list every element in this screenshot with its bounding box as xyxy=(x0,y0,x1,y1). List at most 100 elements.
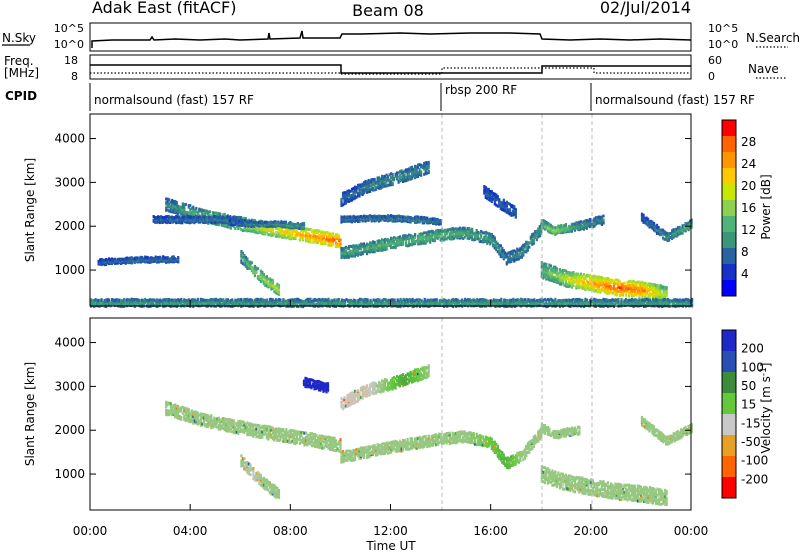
data-cell xyxy=(528,241,531,245)
data-cell xyxy=(654,289,658,293)
data-cell xyxy=(282,299,285,303)
data-cell xyxy=(615,287,619,291)
data-cell xyxy=(174,205,177,209)
data-cell xyxy=(191,216,194,220)
data-cell xyxy=(298,223,301,227)
data-cell xyxy=(603,290,607,294)
data-cell xyxy=(641,280,644,284)
data-cell xyxy=(238,219,241,223)
data-cell xyxy=(271,232,274,236)
data-cell xyxy=(172,203,175,206)
data-cell xyxy=(343,219,346,223)
data-cell xyxy=(105,303,108,307)
data-cell xyxy=(309,240,312,244)
data-cell xyxy=(376,245,379,249)
data-cell xyxy=(196,215,199,219)
data-cell xyxy=(180,206,183,210)
data-cell xyxy=(546,272,549,276)
data-cell xyxy=(438,230,441,234)
data-cell xyxy=(605,279,608,283)
data-cell xyxy=(289,221,292,224)
data-cell xyxy=(181,211,184,215)
data-cell xyxy=(112,260,115,264)
data-cell xyxy=(414,167,417,171)
data-cell xyxy=(274,227,277,231)
data-cell xyxy=(579,284,582,288)
data-cell xyxy=(573,275,576,279)
data-cell xyxy=(578,283,581,287)
data-cell xyxy=(560,223,563,227)
data-cell xyxy=(486,238,489,242)
data-cell xyxy=(144,301,147,305)
data-cell xyxy=(370,182,373,186)
data-cell xyxy=(344,194,348,198)
data-cell xyxy=(468,230,471,234)
data-cell xyxy=(356,250,360,254)
data-cell xyxy=(678,227,681,231)
data-cell xyxy=(593,289,596,293)
data-cell xyxy=(214,222,217,226)
data-cell xyxy=(379,184,382,188)
data-cell xyxy=(643,220,647,223)
data-cell xyxy=(157,255,160,259)
data-cell xyxy=(249,298,252,302)
data-cell xyxy=(333,235,336,239)
data-cell xyxy=(220,298,223,302)
data-cell xyxy=(226,225,229,229)
data-cell xyxy=(294,230,297,234)
data-cell xyxy=(240,252,243,256)
data-cell xyxy=(150,260,153,263)
data-cell xyxy=(165,201,168,205)
data-cell xyxy=(181,300,184,303)
data-cell xyxy=(298,301,301,305)
data-cell xyxy=(304,227,308,231)
data-cell xyxy=(563,273,566,277)
data-cell xyxy=(270,234,273,238)
data-cell xyxy=(171,260,174,264)
data-cell xyxy=(114,260,117,264)
data-cell xyxy=(367,188,370,192)
data-cell xyxy=(393,239,396,243)
data-cell xyxy=(632,289,635,293)
data-cell xyxy=(126,256,129,260)
data-cell xyxy=(596,284,599,288)
data-cell xyxy=(255,271,258,275)
data-cell xyxy=(373,240,376,244)
data-cell xyxy=(312,303,315,307)
data-cell xyxy=(183,203,186,207)
data-cell xyxy=(175,214,178,218)
data-cell xyxy=(579,220,582,224)
data-cell xyxy=(382,242,385,246)
data-cell xyxy=(283,303,286,306)
data-cell xyxy=(208,298,211,302)
data-cell xyxy=(582,278,585,282)
data-cell xyxy=(650,286,653,290)
data-cell xyxy=(228,225,231,229)
data-cell xyxy=(250,302,253,306)
data-cell xyxy=(651,292,655,296)
data-cell xyxy=(151,258,154,262)
data-cell xyxy=(677,232,680,236)
data-cell xyxy=(409,216,412,220)
data-cell xyxy=(664,291,667,295)
cpid-panel: CPID normalsound (fast) 157 RF rbsp 200 … xyxy=(5,83,755,111)
data-cell xyxy=(154,301,157,305)
data-cell xyxy=(124,256,127,260)
data-cell xyxy=(279,300,282,304)
data-cell xyxy=(596,286,599,290)
data-cell xyxy=(229,215,232,219)
data-cell xyxy=(596,276,599,279)
data-cell xyxy=(183,212,186,216)
data-cell xyxy=(147,256,150,260)
data-cell xyxy=(267,281,270,285)
data-cell xyxy=(552,226,555,230)
data-band xyxy=(540,214,605,236)
data-cell xyxy=(274,284,277,288)
data-cell xyxy=(584,274,587,278)
data-cell xyxy=(132,302,135,306)
data-cell xyxy=(100,258,103,261)
nsky-label: N.Sky xyxy=(2,31,36,45)
data-cell xyxy=(513,207,516,210)
data-cell xyxy=(99,303,102,307)
data-cell xyxy=(244,227,247,231)
